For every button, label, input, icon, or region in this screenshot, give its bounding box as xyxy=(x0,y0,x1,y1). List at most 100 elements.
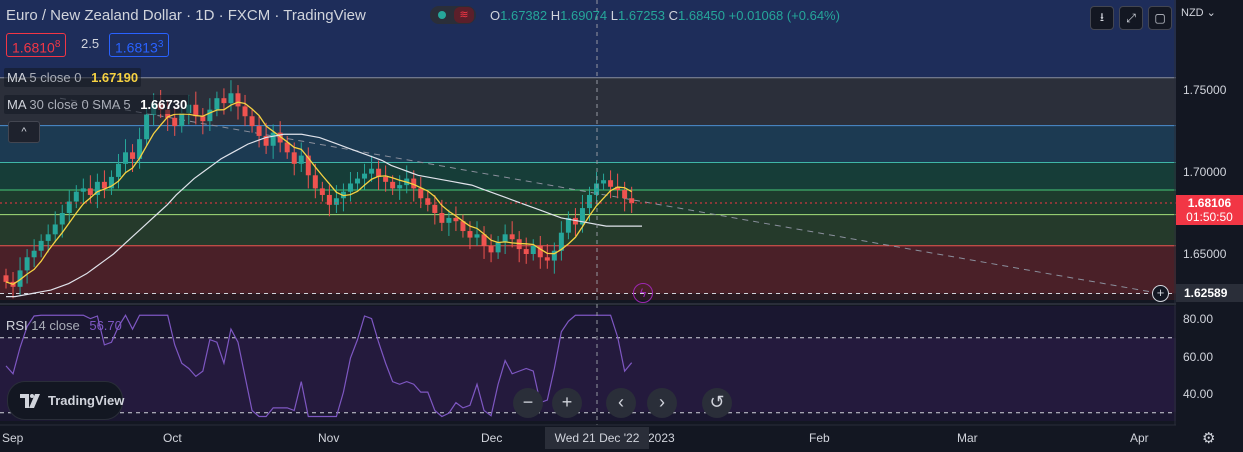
candle-body xyxy=(572,217,578,225)
candle-body xyxy=(115,163,121,177)
screenshot-icon[interactable]: ▢ xyxy=(1148,6,1172,30)
time-tick: Apr xyxy=(1130,431,1149,445)
candle-body xyxy=(439,213,445,223)
open-label: O xyxy=(490,8,501,23)
candle-body xyxy=(228,93,234,104)
buy-price-pip: 3 xyxy=(157,39,164,50)
buy-button[interactable]: 1.68133 xyxy=(109,33,170,57)
candle-body xyxy=(608,180,614,187)
minus-icon: − xyxy=(522,392,534,412)
symbol-header[interactable]: Euro / New Zealand Dollar · 1D · FXCM · … xyxy=(6,4,366,26)
zoom-out-button[interactable]: − xyxy=(513,388,543,418)
candle-body xyxy=(362,173,368,179)
add-alert-icon[interactable]: + xyxy=(1152,285,1169,302)
time-tick: 2023 xyxy=(648,431,675,445)
candle-body xyxy=(80,188,86,192)
candle-body xyxy=(319,188,325,195)
rsi-name: RSI xyxy=(6,318,28,333)
rsi-tick: 40.00 xyxy=(1183,387,1214,401)
close-label: C xyxy=(668,8,679,23)
scroll-right-button[interactable]: › xyxy=(647,388,677,418)
low-value: 1.67253 xyxy=(618,8,665,23)
time-tick: Sep xyxy=(2,431,24,445)
candle-body xyxy=(453,217,459,222)
chevron-up-icon: ^ xyxy=(21,126,27,138)
chevron-down-icon: ⌄ xyxy=(1206,7,1216,19)
candle-body xyxy=(94,181,100,195)
price-tick: 1.70000 xyxy=(1183,165,1227,179)
candle-body xyxy=(38,240,44,251)
price-tick: 1.65000 xyxy=(1183,247,1227,261)
download-icon[interactable]: ⭳ xyxy=(1090,6,1114,30)
fullscreen-icon[interactable]: ⤢ xyxy=(1119,6,1143,30)
reset-chart-button[interactable]: ↺ xyxy=(702,388,732,418)
sell-price: 1.6810 xyxy=(12,39,55,56)
symbol-title: Euro / New Zealand Dollar · 1D · FXCM · … xyxy=(6,6,366,24)
ma30-value: 1.66730 xyxy=(140,97,188,112)
candle-body xyxy=(172,117,178,127)
zoom-in-button[interactable]: + xyxy=(552,388,582,418)
rsi-value: 56.70 xyxy=(89,318,122,333)
candle-body xyxy=(108,176,114,189)
current-price: 1.68106 xyxy=(1187,196,1232,210)
candle-body xyxy=(305,155,311,176)
candle-body xyxy=(193,104,199,117)
market-open-icon xyxy=(438,11,446,19)
ma5-value: 1.67190 xyxy=(91,70,139,85)
candle-body xyxy=(123,152,129,164)
candle-body xyxy=(137,139,143,159)
pause-icon: ≋ xyxy=(454,7,474,23)
candle-body xyxy=(474,234,480,238)
candle-body xyxy=(179,112,185,127)
chevron-right-icon: › xyxy=(659,392,665,412)
candle-body xyxy=(66,201,72,213)
ma30-line xyxy=(6,133,642,298)
candle-body xyxy=(544,257,550,261)
price-chart-svg[interactable] xyxy=(0,0,1176,452)
rsi-tick: 60.00 xyxy=(1183,350,1214,364)
candle-body xyxy=(537,245,543,258)
candle-body xyxy=(284,142,290,153)
scroll-left-button[interactable]: ‹ xyxy=(606,388,636,418)
candle-body xyxy=(601,180,607,184)
low-label: L xyxy=(610,8,618,23)
rsi-line xyxy=(5,314,633,418)
candle-body xyxy=(298,155,304,164)
candle-body xyxy=(509,234,515,240)
crosshair-date-label: Wed 21 Dec '22 xyxy=(545,427,649,449)
candle-body xyxy=(446,217,452,223)
rsi-args: 14 close xyxy=(31,318,80,333)
bolt-icon[interactable]: ϟ xyxy=(633,283,653,303)
gear-icon[interactable]: ⚙ xyxy=(1202,430,1216,447)
candle-body xyxy=(369,168,375,174)
collapse-legend-button[interactable]: ^ xyxy=(8,121,40,143)
plus-icon: + xyxy=(561,392,573,412)
close-value: 1.68450 xyxy=(678,8,726,23)
sell-price-pip: 8 xyxy=(54,39,61,50)
price-zone-band xyxy=(0,245,1176,294)
candle-body xyxy=(376,168,382,177)
tradingview-logo[interactable]: TradingView xyxy=(7,381,125,420)
candle-body xyxy=(312,175,318,189)
chevron-left-icon: ‹ xyxy=(618,392,624,412)
currency-selector[interactable]: NZD ⌄ xyxy=(1181,6,1216,19)
time-tick: Oct xyxy=(163,431,182,445)
ma30-legend[interactable]: MA 30 close 0 SMA 5 1.66730 xyxy=(4,95,191,114)
sell-button[interactable]: 1.68108 xyxy=(6,33,67,57)
high-value: 1.69074 xyxy=(560,8,608,23)
rsi-band-fill xyxy=(0,338,1176,412)
candle-body xyxy=(17,270,23,287)
candle-body xyxy=(565,217,571,233)
candle-body xyxy=(221,98,227,104)
rsi-legend[interactable]: RSI 14 close 56.70 xyxy=(6,318,122,333)
time-tick: Feb xyxy=(809,431,830,445)
chart-toolbar: ⭳ ⤢ ▢ xyxy=(1085,6,1172,30)
crosshair-price-label: 1.62589 xyxy=(1176,284,1243,302)
buy-price: 1.6813 xyxy=(115,39,158,56)
market-status-toggle[interactable]: ≋ xyxy=(430,6,476,24)
ma5-legend[interactable]: MA 5 close 0 1.67190 xyxy=(4,68,142,87)
logo-text: TradingView xyxy=(48,393,125,408)
candle-body xyxy=(622,190,628,199)
candle-body xyxy=(467,231,473,238)
